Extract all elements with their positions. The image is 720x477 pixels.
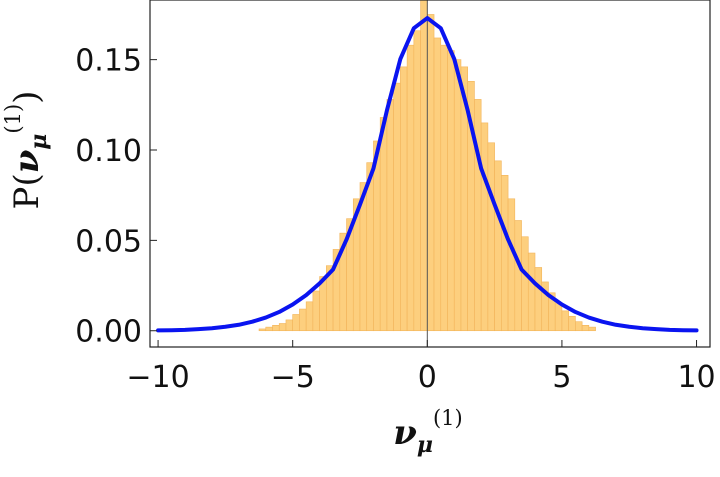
- x-title-sup: (1): [433, 406, 463, 430]
- histogram-bar: [285, 319, 293, 332]
- histogram-bar: [561, 310, 569, 332]
- x-axis-title: νμ(1): [393, 406, 462, 458]
- histogram-bar: [413, 30, 421, 332]
- histogram-bar: [534, 267, 543, 332]
- histogram-bar: [447, 50, 455, 332]
- histogram-bar: [400, 66, 408, 332]
- x-tick-label: 10: [677, 360, 715, 395]
- histogram-bar: [568, 315, 576, 332]
- plot-frame: [149, 0, 711, 348]
- y-title-close: ): [7, 91, 47, 104]
- density-curve: [156, 16, 699, 333]
- histogram-bars: [258, 0, 596, 332]
- histogram-bar: [420, 0, 428, 332]
- histogram-bar: [480, 122, 489, 332]
- histogram-bar: [427, 14, 435, 332]
- x-axis-title-text: νμ(1): [393, 406, 462, 458]
- y-axis-title: P(νμ(1)): [1, 91, 52, 210]
- histogram-bar: [406, 44, 415, 332]
- histogram-bar: [575, 321, 583, 332]
- x-tick-label: −10: [126, 360, 189, 395]
- x-tick-label: 5: [552, 360, 571, 395]
- histogram-bar: [305, 301, 314, 332]
- y-title-sup: (1): [1, 104, 25, 134]
- histogram-bar: [258, 328, 267, 332]
- y-title-nu: ν: [7, 149, 47, 173]
- histogram-bar: [278, 323, 287, 332]
- y-tick-label: 0.10: [75, 134, 142, 169]
- y-tick-label: 0.00: [75, 315, 142, 350]
- x-axis-ticks: −10 −5 0 5 10: [126, 340, 716, 395]
- histogram-bar: [588, 326, 596, 332]
- histogram-bar: [393, 82, 401, 332]
- histogram-bar: [440, 44, 448, 332]
- x-title-nu: ν: [393, 413, 417, 453]
- histogram-bar: [474, 99, 482, 332]
- histogram-bar: [265, 326, 273, 332]
- histogram-bar: [521, 236, 529, 332]
- y-tick-label: 0.05: [75, 224, 142, 259]
- x-title-mu: μ: [417, 432, 433, 458]
- histogram-bar: [272, 325, 280, 332]
- y-axis-title-text: P(νμ(1)): [1, 91, 52, 210]
- histogram-bar: [433, 37, 442, 332]
- histogram-bar: [386, 99, 394, 332]
- x-tick-label: 0: [418, 360, 437, 395]
- y-title-p: P(: [7, 173, 47, 209]
- x-tick-label: −5: [271, 360, 315, 395]
- y-title-mu: μ: [26, 134, 52, 150]
- histogram-bar: [292, 314, 300, 332]
- histogram-bar: [554, 303, 563, 332]
- histogram-bar: [494, 160, 502, 332]
- histogram-bar: [453, 59, 462, 332]
- histogram-bar: [379, 117, 388, 332]
- y-axis-ticks: 0.00 0.05 0.10 0.15: [75, 44, 157, 350]
- y-tick-label: 0.15: [75, 44, 142, 79]
- histogram-bar: [312, 290, 320, 332]
- histogram-bar: [527, 252, 536, 332]
- histogram-bar: [487, 142, 495, 332]
- histogram-bar: [501, 175, 509, 332]
- histogram-bar: [507, 198, 516, 332]
- histogram-bar: [581, 325, 590, 332]
- histogram-bar: [514, 220, 522, 332]
- histogram-bar: [299, 308, 307, 332]
